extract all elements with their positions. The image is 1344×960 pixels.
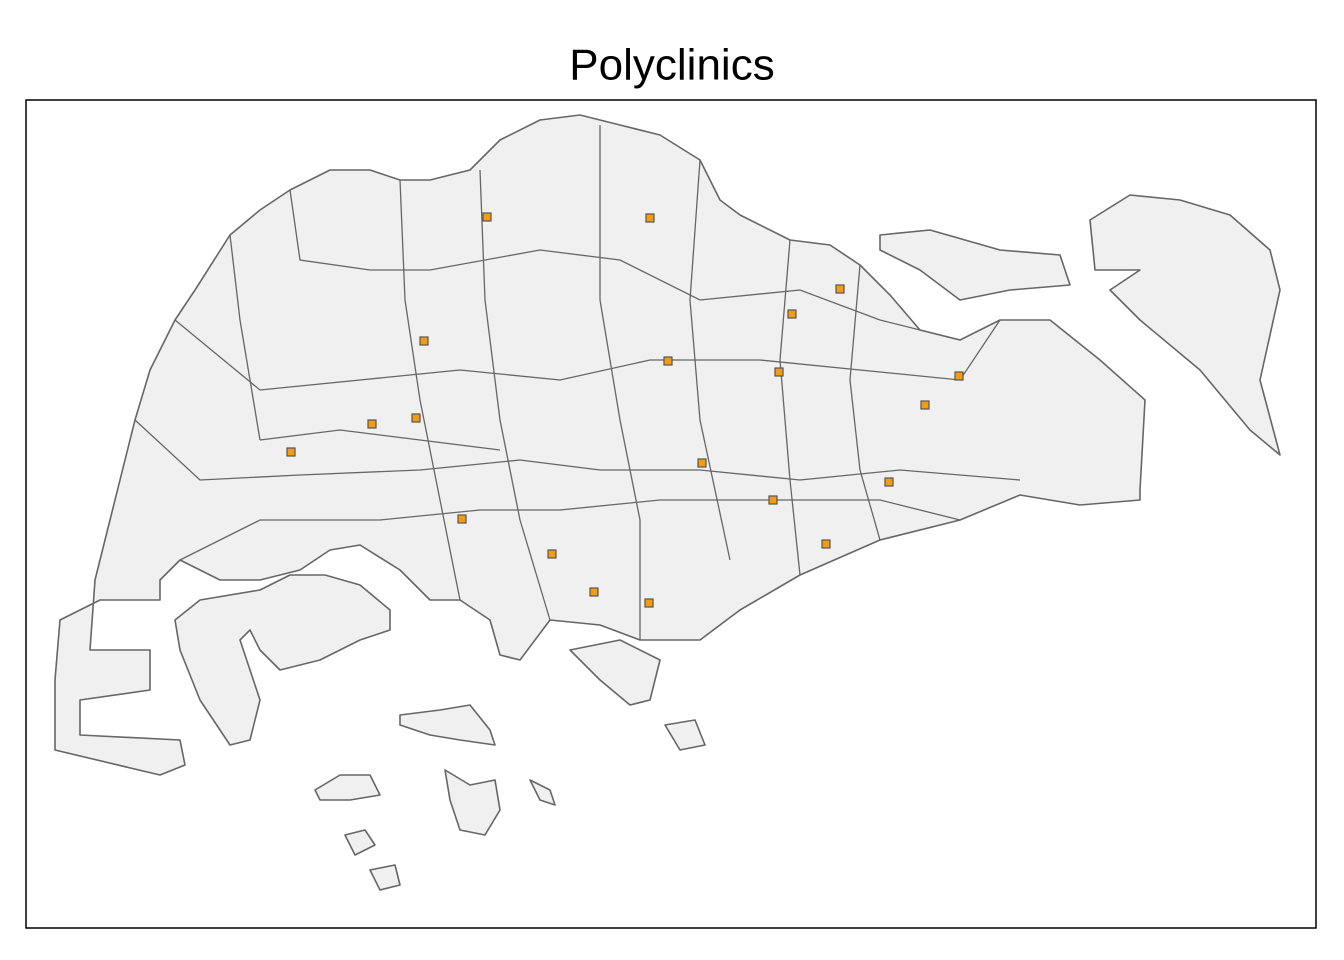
map-frame [25, 99, 1317, 929]
polyclinic-marker [411, 413, 421, 423]
polyclinic-marker [419, 336, 429, 346]
polyclinic-marker [286, 447, 296, 457]
polyclinic-marker [954, 371, 964, 381]
polyclinic-marker [589, 587, 599, 597]
boundaries [134, 125, 1021, 640]
island [369, 864, 401, 891]
sentosa [569, 639, 661, 706]
polyclinic-marker [482, 212, 492, 222]
island [664, 719, 706, 751]
polyclinic-marker [787, 309, 797, 319]
polyclinic-markers [286, 212, 964, 608]
pulau-tekong [1089, 194, 1281, 456]
map-title: Polyclinics [569, 41, 774, 90]
jurong-island [174, 574, 391, 746]
polyclinic-marker [644, 598, 654, 608]
polyclinic-marker [367, 419, 377, 429]
polyclinic-marker [884, 477, 894, 487]
polyclinic-marker [768, 495, 778, 505]
polyclinic-marker [821, 539, 831, 549]
polyclinic-marker [920, 400, 930, 410]
polyclinic-marker [663, 356, 673, 366]
island [399, 704, 496, 746]
polyclinic-marker [697, 458, 707, 468]
land [54, 114, 1281, 891]
island [314, 774, 381, 801]
pulau-ubin [879, 229, 1071, 301]
polyclinic-marker [774, 367, 784, 377]
polyclinic-marker [547, 549, 557, 559]
polyclinic-marker [835, 284, 845, 294]
polyclinic-marker [457, 514, 467, 524]
island [344, 829, 376, 856]
island [444, 769, 501, 836]
polyclinic-marker [645, 213, 655, 223]
island [529, 779, 556, 806]
